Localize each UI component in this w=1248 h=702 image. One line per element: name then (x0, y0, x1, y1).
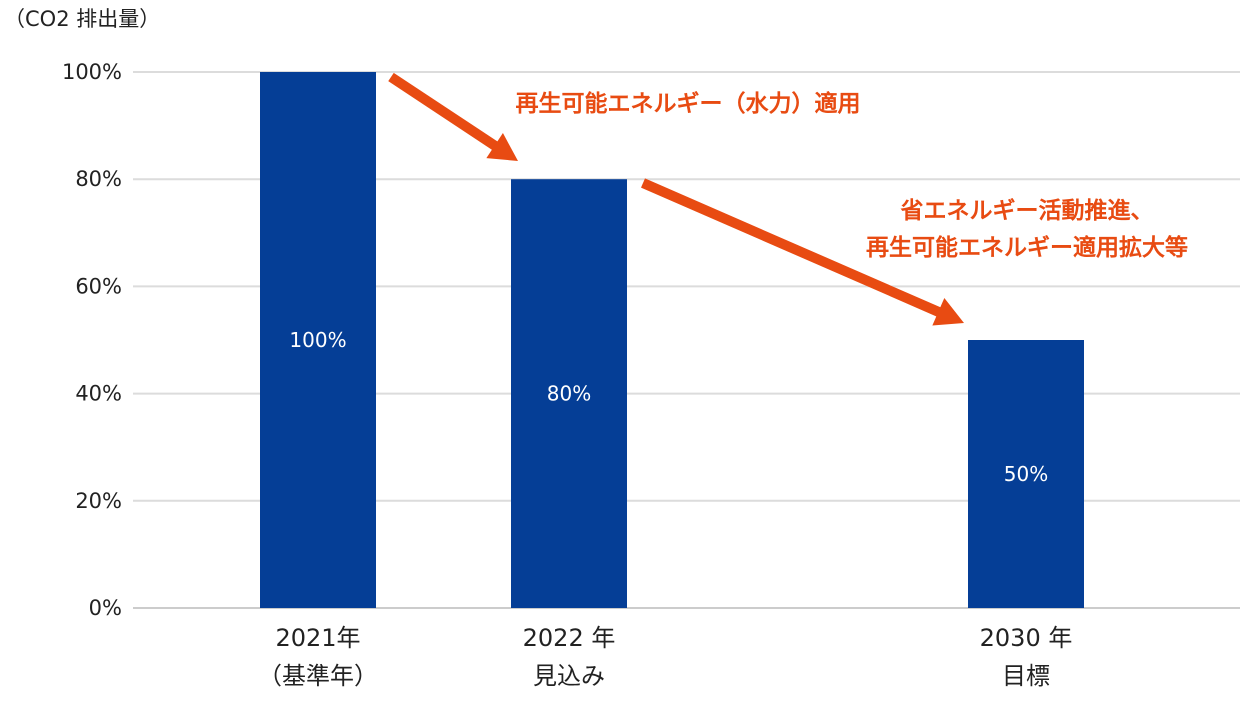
annotation-text: 省エネルギー活動推進、 (900, 198, 1154, 224)
annotation-text: 再生可能エネルギー（水力）適用 (516, 90, 861, 117)
y-tick-label: 60% (75, 274, 122, 298)
y-tick-label: 20% (75, 489, 122, 513)
bar (968, 340, 1084, 608)
x-category-label: 2021年 (275, 624, 360, 652)
x-category-label: （基準年） (258, 662, 378, 690)
arrow-shaft (388, 72, 500, 151)
x-category-label: 目標 (1002, 662, 1050, 690)
bar-value-label: 50% (1004, 462, 1048, 486)
labels: 0% 20% 40% 60% 80% 100% 100% 2021年 （基準年） 80% 2022 … (62, 60, 1188, 690)
arrow-head (486, 133, 518, 161)
arrow-head (932, 298, 964, 326)
y-tick-label: 0% (89, 596, 122, 620)
bar (511, 179, 627, 608)
bar (260, 72, 376, 608)
annotation-text: 再生可能エネルギー適用拡大等 (866, 234, 1188, 261)
x-category-label: 2022 年 (523, 624, 616, 652)
arrow-shaft (641, 178, 943, 318)
y-axis-unit-label: （CO2 排出量） (4, 7, 160, 31)
y-tick-label: 80% (75, 167, 122, 191)
bar-value-label: 80% (547, 382, 591, 406)
y-tick-label: 40% (75, 382, 122, 406)
x-category-label: 2030 年 (980, 624, 1073, 652)
arrows (388, 72, 964, 326)
x-category-label: 見込み (533, 662, 605, 690)
bars (260, 72, 1084, 608)
y-tick-label: 100% (62, 60, 122, 84)
bar-value-label: 100% (289, 328, 346, 352)
